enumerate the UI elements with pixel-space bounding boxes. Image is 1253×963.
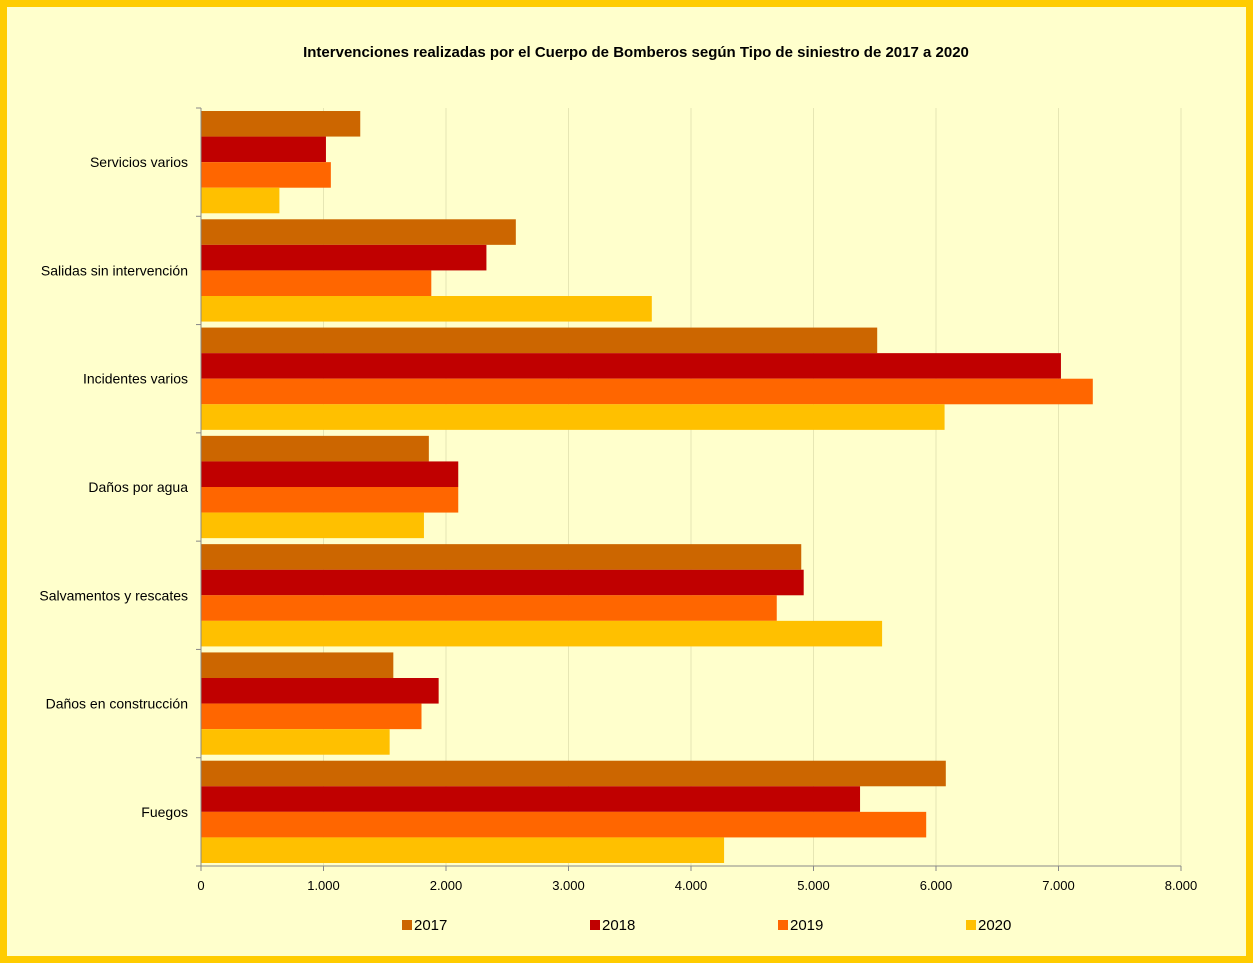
category-label: Servicios varios [90,154,188,170]
legend-label: 2020 [978,917,1011,934]
bar-2020 [201,620,883,647]
bar-2020 [201,837,725,863]
bar-2018 [201,244,487,271]
legend-swatch-2020 [966,920,976,930]
bar-2017 [201,111,361,137]
bars [201,111,1093,863]
category-label: Daños en construcción [46,696,188,712]
chart-title: Intervenciones realizadas por el Cuerpo … [303,44,969,61]
x-tick-label: 2.000 [430,878,463,893]
legend: 2017 2018 2019 2020 [402,917,1011,934]
x-tick-label: 0 [197,878,204,893]
bar-2018 [201,678,439,704]
category-label: Daños por agua [88,479,188,495]
bar-2019 [201,378,1093,405]
bar-2019 [201,703,422,730]
bar-2020 [201,404,945,430]
bar-2018 [201,461,459,487]
legend-label: 2019 [790,917,823,934]
legend-swatch-2018 [590,920,600,930]
legend-swatch-2019 [778,920,788,930]
x-tick-label: 1.000 [307,878,340,893]
category-label: Fuegos [141,804,188,820]
bar-2018 [201,136,326,163]
bar-2019 [201,487,459,513]
x-tick-label: 6.000 [920,878,953,893]
bar-2017 [201,435,429,462]
bar-2018 [201,786,861,812]
bar-2019 [201,811,927,838]
bar-2017 [201,219,516,245]
x-tick-label: 5.000 [797,878,830,893]
bar-2017 [201,544,802,570]
bar-2017 [201,652,394,678]
bar-2020 [201,296,652,322]
x-tick-label: 8.000 [1165,878,1198,893]
bar-2020 [201,512,424,539]
legend-label: 2018 [602,917,635,934]
legend-label: 2017 [414,917,447,934]
bar-2019 [201,162,331,188]
bar-2019 [201,595,777,621]
x-tick-label: 4.000 [675,878,708,893]
bar-2019 [201,270,432,296]
x-tick-label: 7.000 [1042,878,1075,893]
bar-2018 [201,569,804,596]
axes: Fuegos Daños en construcción Salvamentos y… [39,107,1198,893]
bar-2018 [201,353,1061,379]
x-tick-label: 3.000 [552,878,585,893]
bar-2020 [201,187,280,214]
bar-2017 [201,760,946,787]
bar-2017 [201,327,878,354]
legend-swatch-2017 [402,920,412,930]
category-label: Incidentes varios [83,371,188,387]
bar-2020 [201,729,390,755]
category-label: Salvamentos y rescates [39,587,188,603]
category-label: Salidas sin intervención [41,262,188,278]
